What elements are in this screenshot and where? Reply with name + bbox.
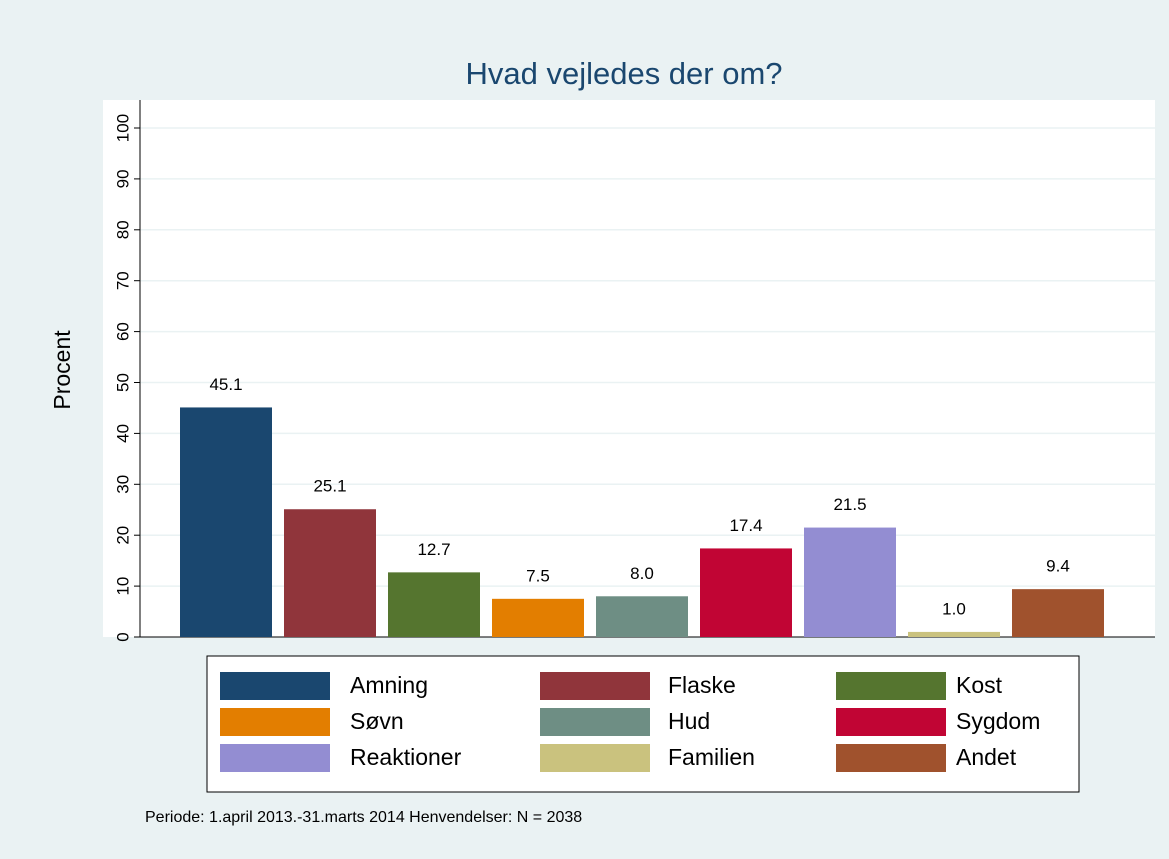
y-axis-label: Procent bbox=[49, 330, 75, 410]
legend-label: Sygdom bbox=[956, 708, 1040, 734]
legend-label: Hud bbox=[668, 708, 710, 734]
legend-swatch bbox=[540, 672, 650, 700]
data-label: 45.1 bbox=[209, 375, 242, 394]
bar bbox=[700, 548, 792, 637]
y-tick-label: 30 bbox=[113, 475, 132, 494]
legend-swatch bbox=[836, 708, 946, 736]
y-tick-label: 70 bbox=[113, 271, 132, 290]
bar bbox=[908, 631, 1000, 637]
legend-label: Andet bbox=[956, 744, 1017, 770]
bar bbox=[180, 407, 272, 637]
bar bbox=[388, 572, 480, 637]
legend-label: Flaske bbox=[668, 672, 736, 698]
legend-label: Amning bbox=[350, 672, 428, 698]
y-tick-label: 40 bbox=[113, 424, 132, 443]
note: Periode: 1.april 2013.-31.marts 2014 Hen… bbox=[145, 809, 582, 826]
data-label: 9.4 bbox=[1046, 557, 1070, 576]
legend-swatch bbox=[220, 744, 330, 772]
bar bbox=[284, 509, 376, 637]
data-label: 1.0 bbox=[942, 599, 966, 618]
bar bbox=[492, 598, 584, 637]
legend-label: Søvn bbox=[350, 708, 404, 734]
legend-swatch bbox=[836, 672, 946, 700]
y-tick-label: 90 bbox=[113, 169, 132, 188]
y-tick-label: 20 bbox=[113, 526, 132, 545]
data-label: 21.5 bbox=[833, 495, 866, 514]
legend-swatch bbox=[540, 744, 650, 772]
y-tick-label: 50 bbox=[113, 373, 132, 392]
plot-area bbox=[103, 100, 1155, 637]
legend-label: Kost bbox=[956, 672, 1003, 698]
legend-swatch bbox=[220, 672, 330, 700]
y-tick-label: 0 bbox=[113, 632, 132, 641]
legend-label: Familien bbox=[668, 744, 755, 770]
data-label: 25.1 bbox=[313, 477, 346, 496]
data-label: 17.4 bbox=[729, 516, 762, 535]
chart-title: Hvad vejledes der om? bbox=[465, 56, 782, 91]
bar bbox=[804, 527, 896, 637]
legend-label: Reaktioner bbox=[350, 744, 462, 770]
data-label: 12.7 bbox=[417, 540, 450, 559]
y-tick-label: 60 bbox=[113, 322, 132, 341]
legend-swatch bbox=[540, 708, 650, 736]
y-tick-label: 10 bbox=[113, 577, 132, 596]
data-label: 7.5 bbox=[526, 566, 550, 585]
y-tick-label: 100 bbox=[113, 114, 132, 142]
bar bbox=[1012, 589, 1104, 637]
data-label: 8.0 bbox=[630, 564, 654, 583]
legend-swatch bbox=[220, 708, 330, 736]
legend-swatch bbox=[836, 744, 946, 772]
bar bbox=[596, 596, 688, 637]
y-tick-label: 80 bbox=[113, 220, 132, 239]
